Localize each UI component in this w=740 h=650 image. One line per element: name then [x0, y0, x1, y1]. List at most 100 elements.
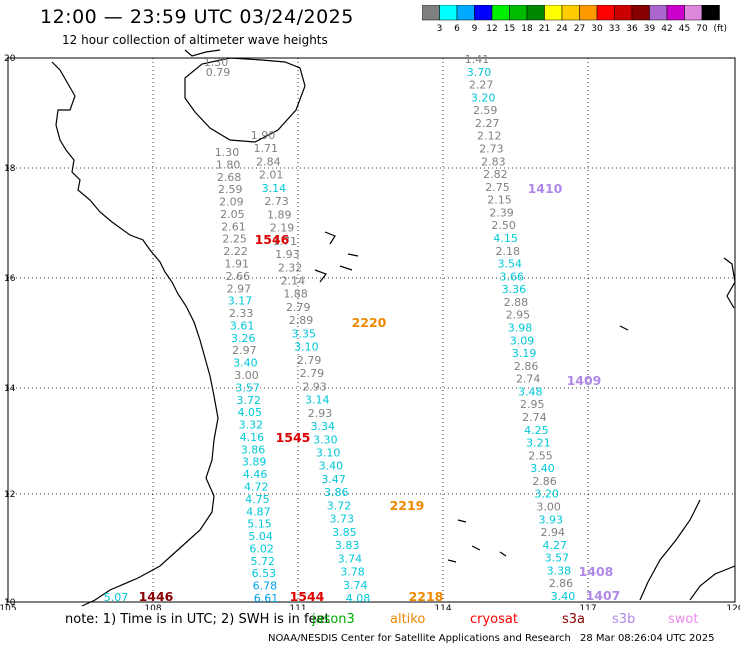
track-value-west: 5.15: [247, 518, 272, 531]
track-value-north: 1.30: [204, 56, 229, 69]
track-value-west: 5.72: [251, 555, 276, 568]
altimeter-tracks: 1.300.791.301.802.682.592.092.052.612.25…: [104, 53, 576, 605]
latitude-label: 14: [4, 384, 16, 394]
track-value-central: 1.71: [272, 235, 297, 248]
track-value-east: 2.50: [491, 219, 516, 232]
track-value-central: 2.73: [264, 195, 289, 208]
track-value-west: 6.02: [249, 542, 274, 555]
track-value-east: 3.20: [534, 488, 559, 501]
track-value-central: 3.14: [262, 182, 287, 195]
track-value-east: 3.21: [526, 437, 551, 450]
track-value-east: 2.59: [473, 104, 498, 117]
colorbar-tick-label: 45: [679, 24, 690, 34]
pass-time-label: 2219: [390, 498, 425, 513]
philippines-coastline: [723, 257, 736, 309]
track-value-west: 3.89: [242, 456, 267, 469]
track-value-west: 2.59: [218, 183, 243, 196]
track-value-east: 2.27: [475, 117, 500, 130]
track-value-east: 2.73: [479, 143, 504, 156]
pass-time-label: 2218: [409, 589, 444, 604]
pass-time-label: 1410: [528, 181, 563, 196]
track-value-east: 2.55: [528, 449, 553, 462]
longitude-label: 108: [144, 604, 161, 610]
track-value-west: 2.25: [222, 233, 247, 246]
track-value-east: 4.25: [524, 424, 549, 437]
track-value-central: 1.88: [283, 288, 308, 301]
colorbar-tick-label: 9: [472, 24, 478, 34]
track-value-central: 2.01: [259, 169, 284, 182]
colorbar-tick-label: 70: [696, 24, 708, 34]
track-value-west: 1.30: [215, 146, 240, 159]
longitude-label: 111: [289, 604, 306, 610]
track-value-east: 3.20: [471, 91, 496, 104]
pass-time-label: 1446: [139, 589, 174, 604]
page-title: 12:00 — 23:59 UTC 03/24/2025: [40, 6, 354, 28]
colorbar-tick-label: 6: [454, 24, 460, 34]
track-value-west: 4.16: [240, 431, 265, 444]
track-value-west: 5.04: [248, 530, 273, 543]
track-value-west: 3.17: [228, 295, 253, 308]
track-value-west: 1.80: [216, 158, 241, 171]
track-value-central: 3.35: [291, 327, 316, 340]
track-value-east: 3.19: [512, 347, 537, 360]
hainan-coastline: [184, 57, 306, 143]
track-value-west: 2.61: [221, 220, 246, 233]
satellite-swot: swot: [668, 612, 699, 627]
track-value-east: 3.00: [536, 501, 561, 514]
track-value-west: 3.00: [234, 369, 259, 382]
track-value-west: 4.75: [245, 493, 270, 506]
track-value-central: 3.73: [329, 513, 354, 526]
pass-time-labels: 1546 1545 1544 1446 2220 2219 2218 1410 1409 1408…: [139, 181, 621, 604]
track-value-east: 2.74: [522, 411, 547, 424]
track-value-west: 3.57: [235, 381, 260, 394]
pass-time-label: 1409: [567, 373, 602, 388]
track-value-west: 2.33: [229, 307, 254, 320]
track-value-east: 2.95: [520, 398, 545, 411]
track-value-east: 2.95: [506, 309, 531, 322]
track-value-east: 2.27: [469, 79, 494, 92]
colorbar-unit: (ft): [713, 24, 727, 34]
track-value-east: 2.18: [495, 245, 520, 258]
track-value-east: 3.66: [500, 270, 525, 283]
track-value-east: 2.74: [516, 373, 541, 386]
latitude-label: 18: [4, 164, 16, 174]
track-value-east: 2.39: [489, 206, 514, 219]
track-value-east: 2.86: [549, 577, 574, 590]
colorbar-tick-label: 33: [609, 24, 620, 34]
colorbar-swatch: [701, 5, 720, 21]
track-value-central: 3.14: [305, 394, 330, 407]
credit-text: NOAA/NESDIS Center for Satellite Applica…: [268, 633, 571, 644]
colorbar-tick-label: 42: [661, 24, 672, 34]
track-value-west: 6.53: [252, 567, 277, 580]
latitude-label: 10: [4, 598, 16, 608]
longitude-label: 105: [0, 604, 17, 610]
track-value-west: 3.61: [230, 319, 255, 332]
track-value-east: 3.93: [538, 513, 563, 526]
longitude-label: 117: [579, 604, 596, 610]
track-value-east: 2.15: [487, 194, 512, 207]
issued-timestamp: 28 Mar 08:26:04 UTC 2025: [580, 633, 715, 644]
track-value-southwest: 5.07: [104, 591, 129, 604]
colorbar-tick-label: 21: [539, 24, 550, 34]
track-value-central: 3.74: [343, 579, 368, 592]
track-value-central: 4.08: [346, 592, 371, 605]
track-value-east: 3.40: [530, 462, 555, 475]
paracel-islands: [314, 231, 359, 283]
colorbar-tick-label: 36: [626, 24, 638, 34]
track-value-west: 4.72: [244, 481, 269, 494]
track-value-west: 3.72: [236, 394, 261, 407]
track-value-central: 3.72: [327, 499, 352, 512]
colorbar-legend: 3 6 9 12 15 18 21 24 27 30 33 36 39 42 45 70 (ft): [422, 5, 727, 34]
leizhou-coastline: [184, 49, 221, 57]
longitude-label: 114: [434, 604, 451, 610]
colorbar-tick-label: 24: [556, 24, 568, 34]
track-value-central: 2.79: [297, 354, 322, 367]
borneo-coastline: [689, 565, 736, 601]
satellite-altiko: altiko: [390, 612, 426, 627]
satellite-cryosat: cryosat: [470, 612, 518, 627]
track-value-west: 2.97: [232, 344, 257, 357]
spratly-islands: [447, 325, 629, 563]
latitude-label: 12: [4, 490, 15, 500]
track-value-central: 3.40: [319, 460, 344, 473]
colorbar-tick-label: 18: [521, 24, 533, 34]
